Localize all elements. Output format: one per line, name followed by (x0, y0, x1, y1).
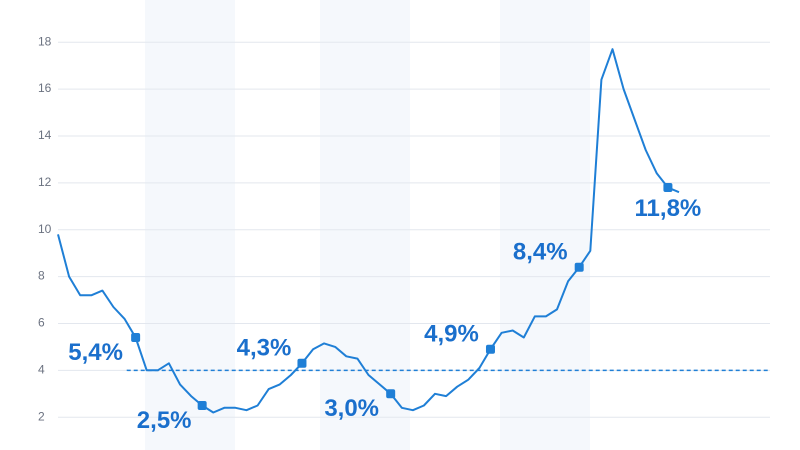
value-label: 8,4% (513, 239, 568, 266)
value-label: 11,8% (635, 195, 702, 222)
highlight-point (574, 262, 584, 272)
value-label: 4,9% (424, 321, 479, 348)
band (500, 0, 590, 450)
highlight-point (297, 358, 307, 368)
value-label: 2,5% (137, 407, 192, 434)
y-tick-label: 14 (38, 128, 52, 142)
series-line (57, 48, 680, 414)
y-tick-label: 18 (38, 34, 52, 48)
value-label: 4,3% (237, 335, 292, 362)
value-label: 5,4% (68, 339, 123, 366)
band (145, 0, 235, 450)
highlight-point (663, 183, 673, 192)
y-tick-label: 6 (38, 316, 45, 330)
y-tick-label: 16 (38, 81, 52, 95)
y-tick-label: 4 (38, 362, 45, 376)
highlight-point (386, 389, 396, 399)
y-tick-label: 10 (38, 222, 52, 236)
highlight-point (131, 333, 141, 342)
band (320, 0, 410, 450)
value-label: 3,0% (324, 395, 379, 422)
highlight-point (197, 400, 207, 410)
y-tick-label: 12 (38, 175, 52, 189)
highlight-point (485, 344, 495, 354)
y-tick-label: 2 (38, 409, 45, 423)
y-tick-label: 8 (38, 269, 45, 283)
